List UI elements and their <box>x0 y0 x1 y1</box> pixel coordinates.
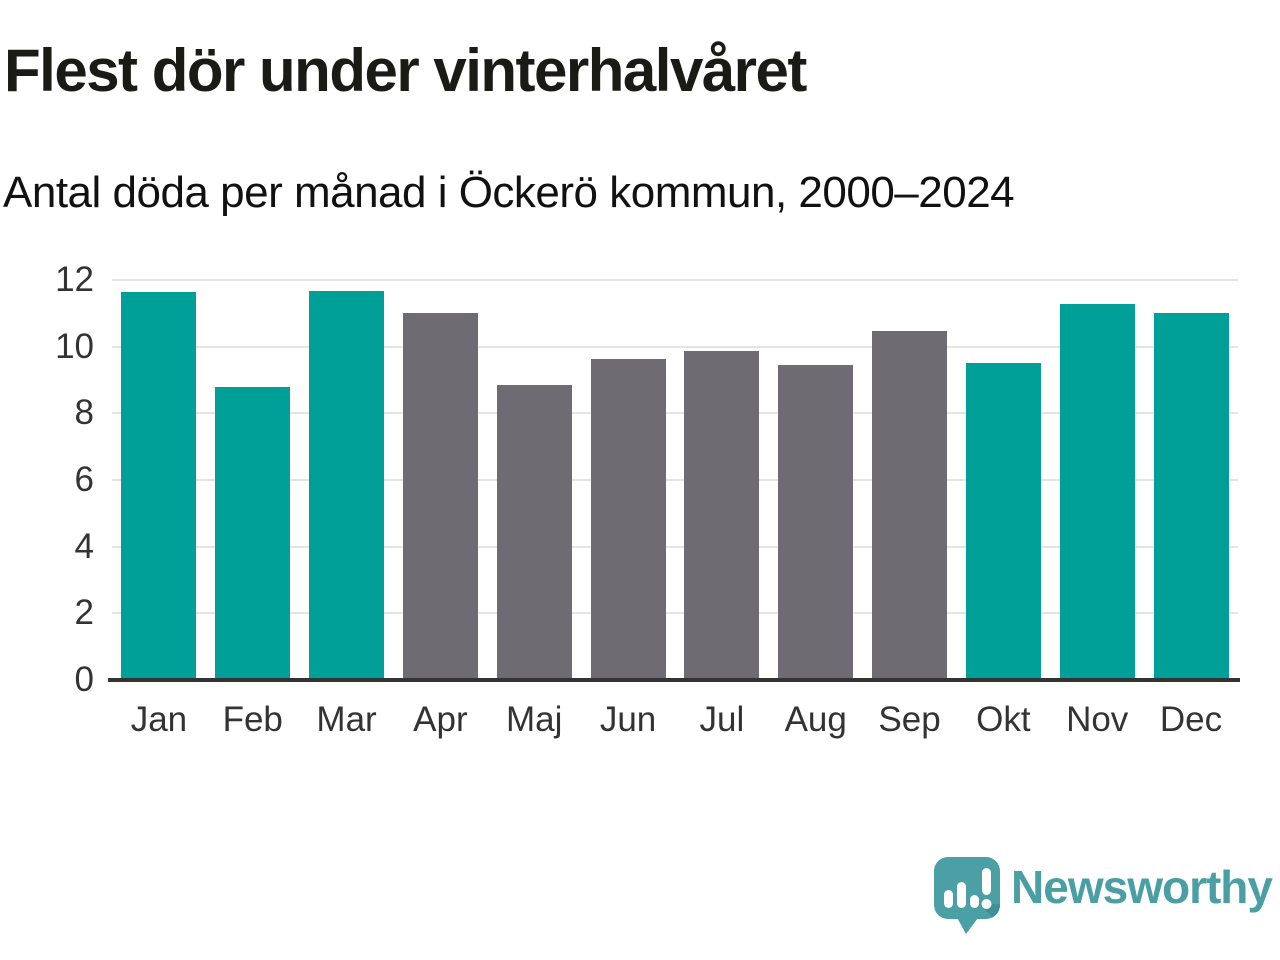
gridline-12 <box>112 279 1238 281</box>
bar-slot-aug <box>769 280 863 680</box>
bar-jul <box>684 350 760 680</box>
bar-slot-maj <box>487 280 581 680</box>
bar-mar <box>309 290 385 680</box>
bar-slot-nov <box>1050 280 1144 680</box>
bar-sep <box>872 330 948 680</box>
bar-feb <box>215 386 291 680</box>
bar-slot-apr <box>393 280 487 680</box>
x-tick-label-feb: Feb <box>222 700 283 739</box>
x-tick-label-dec: Dec <box>1159 700 1223 739</box>
y-tick-label-10: 10 <box>55 326 94 366</box>
x-tick-label-maj: Maj <box>506 700 563 739</box>
gridline-6 <box>112 479 1238 481</box>
x-tick-label-apr: Apr <box>413 700 468 739</box>
x-tick-label-aug: Aug <box>784 700 847 739</box>
gridline-2 <box>112 612 1238 615</box>
gridline-4 <box>112 545 1238 548</box>
y-tick-label-0: 0 <box>74 660 94 699</box>
bar-nov <box>1059 304 1135 680</box>
x-axis: Jan Feb Mar Apr Maj Jun Jul Aug Sep Okt Nov Dec <box>112 700 1238 740</box>
brand-name: Newsworthy <box>1011 861 1273 913</box>
y-tick-label-4: 4 <box>74 526 94 566</box>
x-tick-label-okt: Okt <box>976 700 1031 739</box>
bar-maj <box>496 385 572 680</box>
chart-title: Flest dör under vinterhalvåret <box>4 37 807 104</box>
y-tick-label-8: 8 <box>74 393 94 433</box>
bar-slot-sep <box>863 280 957 680</box>
bar-jun <box>590 358 666 680</box>
bar-chart-speech-bubble-icon <box>934 857 1001 934</box>
y-tick-label-2: 2 <box>74 593 94 633</box>
bar-dec <box>1153 313 1229 680</box>
gridline-10 <box>112 345 1238 348</box>
bar-slot-feb <box>206 280 300 680</box>
y-tick-label-6: 6 <box>74 460 94 499</box>
bar-aug <box>778 365 854 680</box>
x-tick-label-sep: Sep <box>878 700 941 739</box>
x-tick-label-jan: Jan <box>130 700 188 739</box>
gridline-8 <box>112 412 1238 415</box>
bar-slot-mar <box>300 280 394 680</box>
bar-apr <box>402 313 478 680</box>
x-tick-label-jul: Jul <box>699 700 745 739</box>
bar-slot-jun <box>581 280 675 680</box>
newsworthy-logo: Newsworthy <box>933 856 1273 936</box>
x-axis-line <box>108 678 1240 682</box>
y-tick-label-12: 12 <box>55 260 94 299</box>
bar-jan <box>121 292 197 680</box>
x-tick-label-nov: Nov <box>1066 700 1129 739</box>
bar-slot-okt <box>956 280 1050 680</box>
plot-area <box>112 279 1238 680</box>
bar-slot-dec <box>1144 280 1238 680</box>
bar-slot-jul <box>675 280 769 680</box>
x-tick-label-mar: Mar <box>316 700 377 739</box>
bar-series <box>112 280 1238 680</box>
bar-okt <box>965 362 1041 680</box>
x-tick-label-jun: Jun <box>599 700 657 739</box>
bar-slot-jan <box>112 280 206 680</box>
y-axis: 0 2 4 6 8 10 12 <box>0 260 94 699</box>
chart-subtitle: Antal döda per månad i Öckerö kommun, 20… <box>3 168 1015 217</box>
